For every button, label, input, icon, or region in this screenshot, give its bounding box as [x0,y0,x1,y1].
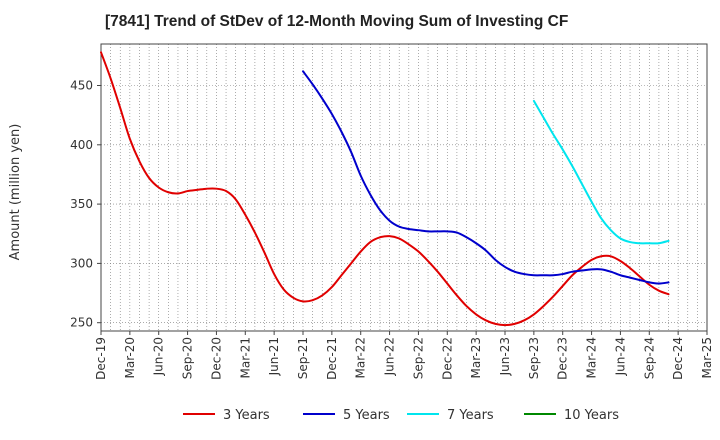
x-tick-label: Sep-22 [411,337,425,379]
x-tick-label: Mar-25 [700,337,714,378]
chart-title: [7841] Trend of StDev of 12-Month Moving… [105,13,568,30]
x-tick-label: Mar-24 [585,337,599,378]
y-tick-label: 450 [70,79,93,93]
x-tick-label: Sep-21 [296,337,310,379]
y-tick-label: 250 [70,316,93,330]
plot-frame [100,43,708,332]
x-tick-label: Dec-20 [209,337,223,380]
x-tick-label: Jun-22 [383,337,397,376]
legend-label-3-years: 3 Years [223,408,270,423]
legend: 3 Years 5 Years 7 Years 10 Years [183,408,619,423]
plot-background [101,44,707,331]
series-line-5-years [302,70,670,285]
x-tick-label: Mar-23 [469,337,483,378]
x-tick-label: Dec-19 [94,337,108,380]
series-line-7-years [532,99,670,245]
x-tick-label: Sep-24 [642,337,656,379]
y-axis-label: Amount (million yen) [8,124,23,261]
y-tick-label: 350 [70,197,93,211]
x-tick-label: Jun-20 [152,337,166,376]
x-tick-label: Jun-21 [267,337,281,376]
x-tick-label: Dec-22 [440,337,454,380]
legend-label-10-years: 10 Years [564,408,619,423]
x-tick-label: Jun-23 [498,337,512,376]
legend-label-5-years: 5 Years [343,408,390,423]
y-tick-label: 400 [70,138,93,152]
plot-area: 250 300 350 400 450 Dec-19 Mar-20 Jun-20 Sep-20 D… [70,43,714,380]
y-tick-label: 300 [70,256,93,270]
x-tick-label: Dec-24 [671,337,685,380]
x-tick-label: Sep-20 [181,337,195,379]
x-tick-label: Dec-21 [325,337,339,380]
x-tick-label: Jun-24 [613,337,627,376]
x-tick-label: Mar-22 [354,337,368,378]
legend-label-7-years: 7 Years [447,408,494,423]
x-tick-label: Dec-23 [556,337,570,380]
x-tick-label: Sep-23 [527,337,541,379]
series-line-3-years [100,51,670,327]
x-tick-label: Mar-20 [123,337,137,378]
x-tick-label: Mar-21 [238,337,252,378]
